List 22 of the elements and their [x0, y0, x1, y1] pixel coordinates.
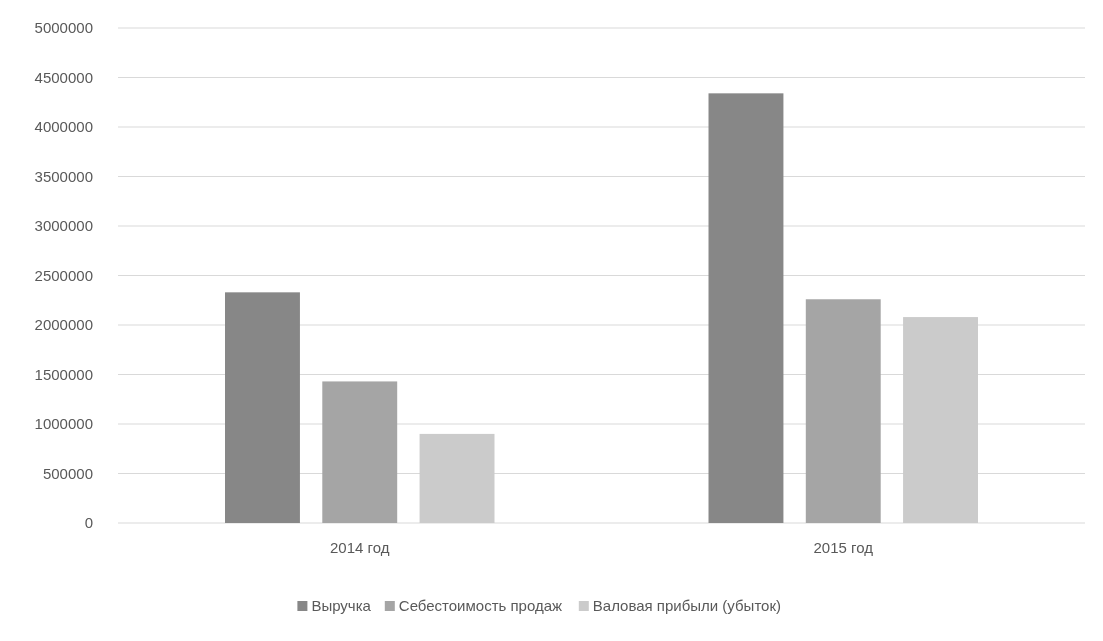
bar [419, 433, 495, 523]
y-tick-label: 500000 [42, 464, 93, 482]
legend-label: Выручка [311, 597, 372, 614]
y-tick-label: 2000000 [34, 316, 93, 334]
bar [322, 381, 398, 523]
y-tick-label: 0 [84, 514, 93, 532]
bar [708, 93, 784, 523]
bar [805, 299, 881, 523]
y-tick-label: 4500000 [34, 68, 93, 86]
legend-label: Валовая прибыли (убыток) [592, 597, 781, 614]
y-tick-label: 3500000 [34, 167, 93, 185]
x-tick-label: 2015 год [813, 539, 874, 556]
y-tick-label: 2500000 [34, 266, 93, 284]
y-tick-label: 4000000 [34, 118, 93, 136]
y-tick-label: 1500000 [34, 365, 93, 383]
y-tick-label: 3000000 [34, 217, 93, 235]
bar [225, 292, 300, 523]
bar [903, 317, 978, 523]
x-tick-label: 2014 год [330, 539, 390, 556]
y-tick-label: 1000000 [34, 415, 93, 433]
y-tick-label: 5000000 [34, 19, 93, 37]
legend-label: Себестоимость продаж [398, 597, 563, 614]
